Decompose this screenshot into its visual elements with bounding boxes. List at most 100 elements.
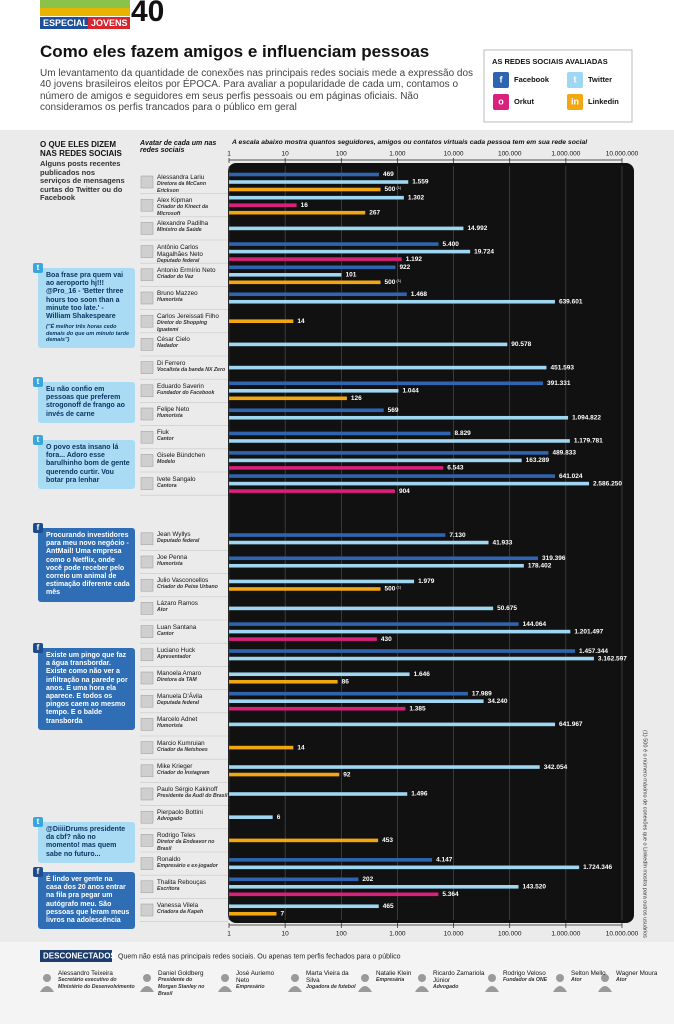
person-role: Fundador da ONE — [503, 977, 548, 983]
avatar-head — [601, 974, 609, 982]
bar — [229, 489, 395, 493]
person-label: Alessandra Lariu Diretora da McCann Erick… — [157, 174, 229, 195]
value-label: 465 — [383, 903, 394, 910]
x-tick-label: 10.000.000 — [606, 931, 639, 938]
quote-text: Eu não confio em pessoas que preferem st… — [46, 386, 125, 418]
person-role: Advogado — [157, 816, 183, 823]
bar — [229, 381, 543, 386]
value-label: 451.593 — [550, 364, 574, 371]
person-role: Fundador do Facebook — [157, 389, 215, 396]
disconnected-person: Daniel Goldberg Presidente do Morgan Stan… — [158, 970, 210, 998]
disconnected-person: Rodrigo Veloso Fundador da ONE — [503, 970, 555, 984]
bar — [229, 474, 556, 478]
quote-note: ("É melhor três horas cedo demais do que… — [46, 324, 130, 344]
quote-bubble: f Procurando investidores para meu novo n… — [33, 523, 135, 602]
avatar — [140, 175, 154, 189]
value-label: 143.520 — [523, 884, 547, 891]
bar — [229, 203, 297, 207]
person-role: Empresária — [376, 977, 405, 983]
value-label: 144.064 — [523, 621, 547, 628]
person-label: Luan Santana Cantor — [157, 624, 229, 638]
header-section: ESPECIAL — [43, 18, 89, 28]
legend-icon: t — [574, 74, 577, 84]
value-label: 8.829 — [455, 430, 472, 437]
disconnected-title: DESCONECTADOS — [43, 952, 116, 961]
value-label: 453 — [382, 837, 393, 844]
bar — [229, 319, 294, 323]
bar — [229, 280, 381, 285]
person-name: Alexandre Padilha — [157, 220, 209, 228]
bar — [229, 180, 409, 184]
person-role: Modelo — [157, 459, 176, 466]
bar — [229, 772, 340, 777]
header-box — [40, 17, 88, 29]
bar — [229, 431, 451, 436]
value-label: 14 — [297, 744, 305, 751]
quotes-header: O QUE ELES DIZEM NAS REDES SOCIAIS — [40, 140, 122, 158]
avatar-body — [598, 986, 612, 992]
avatar — [140, 555, 154, 569]
person-role: Ator — [157, 607, 168, 614]
person-label: Manuela D'Ávila Deputada federal — [157, 693, 229, 707]
x-tick-label: 10.000 — [444, 151, 464, 158]
person-label: Lázaro Ramos Ator — [157, 600, 229, 614]
value-label: 267 — [369, 209, 380, 216]
header-topic: JOVENS — [91, 18, 128, 28]
value-label: 5.364 — [442, 891, 459, 898]
quote-icon: f — [33, 867, 43, 877]
person-name: Luciano Huck — [157, 646, 196, 654]
bar — [229, 691, 468, 696]
x-tick-label: 10.000.000 — [606, 151, 639, 158]
bar — [229, 292, 407, 297]
background-band — [0, 942, 674, 1024]
avatar-body — [485, 986, 499, 992]
header-box — [88, 17, 130, 29]
avatar — [140, 694, 154, 708]
person-name: Jean Wyllys — [157, 530, 191, 538]
person-role: Diretora da TAM — [157, 677, 197, 683]
bar — [229, 606, 494, 611]
disconnected-person: Ricardo Zamariola Júnior Advogado — [433, 970, 485, 991]
bar — [229, 257, 402, 261]
bar — [229, 679, 338, 684]
value-label: 163.289 — [526, 457, 550, 464]
bar — [229, 265, 396, 270]
legend-swatch — [567, 72, 583, 88]
person-role: Humorista — [157, 297, 183, 303]
description: Um levantamento da quantidade de conexõe… — [40, 68, 474, 114]
person-label: Ivete Sangalo Cantora — [157, 476, 229, 490]
x-tick-label: 10 — [282, 151, 290, 158]
person-role: Diretora da McCann Erickson — [157, 181, 207, 194]
person-role: Empresário e ex-jogador — [157, 862, 218, 869]
person-label: Felipe Neto Humorista — [157, 406, 229, 420]
bar — [229, 672, 410, 677]
bar — [229, 533, 446, 537]
person-label: Marcio Kumruian Criador da Netshoes — [157, 740, 229, 754]
person-name: Alessandra Lariu — [157, 174, 205, 181]
bar — [229, 408, 384, 413]
bar — [229, 556, 539, 561]
bar — [229, 563, 524, 568]
value-label: 1.496 — [411, 791, 428, 798]
person-name: Felipe Neto — [157, 406, 190, 413]
person-name: Antonio Ermírio Neto — [157, 266, 216, 274]
person-name: Daniel Goldberg — [158, 970, 204, 977]
value-label: 7.130 — [449, 532, 466, 539]
person-label: Alex Kipman Criador do Kinect da Microsof… — [157, 197, 229, 218]
bar — [229, 792, 408, 796]
person-label: Mike Krieger Criador do Instagram — [157, 763, 229, 777]
value-label: 641.967 — [559, 721, 583, 728]
person-role: Criador do Instagram — [157, 769, 210, 776]
avatar — [140, 338, 154, 351]
person-role: Presidente da Audi do Brasil — [157, 793, 228, 799]
bar — [229, 649, 576, 653]
avatar — [140, 222, 154, 235]
person-name: José Auriemo Neto — [236, 970, 275, 984]
legend-icon: in — [571, 96, 579, 106]
value-label: 17.989 — [472, 690, 492, 697]
person-label: Gisele Bündchen Modelo — [157, 452, 229, 466]
avatar — [140, 361, 154, 374]
person-name: Natalie Klein — [376, 970, 412, 977]
x-tick-label: 100.000 — [498, 931, 522, 938]
value-label: 1.724.346 — [583, 864, 612, 871]
